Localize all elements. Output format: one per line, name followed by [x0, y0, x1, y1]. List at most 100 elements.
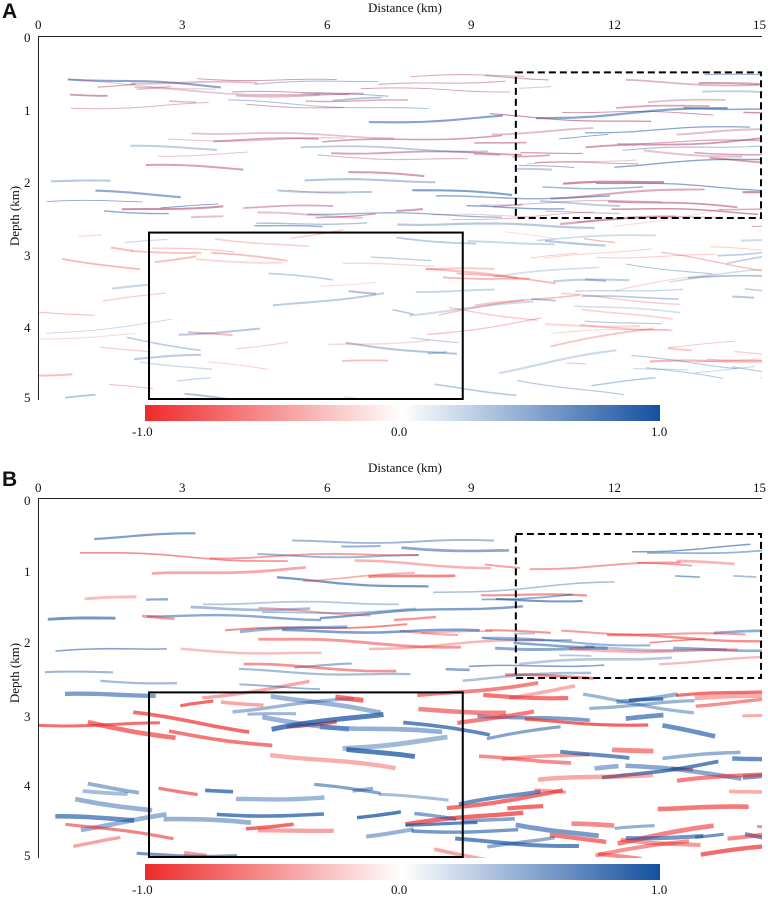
reflector-trace [257, 828, 334, 834]
reflector-trace [121, 205, 224, 211]
colorbar-mid-label: 0.0 [391, 424, 408, 439]
reflector-trace [633, 367, 689, 371]
reflector-trace [740, 239, 762, 242]
reflector-trace [466, 204, 565, 210]
reflector-trace [550, 328, 669, 334]
reflector-trace [433, 581, 615, 594]
reflector-trace [427, 317, 542, 336]
reflector-trace [257, 211, 363, 219]
reflector-trace [421, 630, 493, 634]
reflector-trace [126, 336, 201, 352]
reflector-trace [412, 189, 513, 197]
reflector-trace [519, 86, 552, 89]
reflector-trace [235, 795, 325, 802]
reflector-trace [575, 288, 684, 292]
reflector-trace [100, 679, 177, 685]
reflector-trace [408, 300, 534, 317]
reflector-trace [462, 817, 515, 824]
reflector-trace [495, 646, 608, 651]
reflector-trace [545, 323, 641, 328]
reflector-trace [455, 836, 579, 848]
reflector-trace [727, 832, 762, 841]
reflector-trace [520, 151, 583, 155]
solid-highlight-box [148, 691, 464, 858]
reflector-trace [136, 85, 172, 91]
reflector-trace [67, 78, 216, 90]
reflector-trace [661, 251, 762, 272]
reflector-trace [611, 207, 759, 216]
reflector-trace [65, 822, 174, 841]
reflector-trace [262, 607, 417, 614]
reflector-trace [84, 595, 137, 601]
reflector-trace [130, 144, 217, 151]
reflector-trace [649, 359, 762, 363]
y-tick-label: 0 [24, 493, 31, 508]
reflector-trace [687, 274, 762, 279]
reflector-trace [276, 576, 429, 588]
reflector-trace [319, 724, 443, 735]
reflector-trace [368, 114, 503, 124]
reflector-trace [482, 637, 573, 642]
reflector-trace [646, 367, 724, 379]
reflector-trace [507, 804, 544, 811]
reflector-trace [39, 373, 73, 377]
reflector-trace [140, 361, 212, 370]
reflector-trace [607, 633, 762, 643]
reflector-trace [269, 752, 396, 771]
reflector-trace [202, 600, 399, 606]
reflector-trace [341, 359, 389, 362]
reflector-trace [151, 247, 235, 253]
reflector-trace [208, 361, 268, 370]
reflector-trace [354, 559, 492, 570]
reflector-trace [44, 670, 114, 674]
reflector-trace [415, 288, 495, 294]
reflector-trace [397, 222, 595, 229]
reflector-trace [625, 833, 704, 841]
solid-highlight-box [148, 231, 464, 400]
colorbar [145, 405, 660, 421]
reflector-trace [196, 258, 283, 264]
reflector-trace [245, 822, 294, 831]
reflector-trace [443, 276, 530, 280]
reflector-trace [611, 747, 654, 754]
reflector-trace [732, 366, 762, 373]
reflector-trace [709, 246, 762, 251]
reflector-trace [433, 847, 488, 858]
reflector-trace [673, 646, 762, 653]
reflector-trace [99, 346, 152, 353]
reflector-trace [404, 810, 524, 827]
reflector-trace [584, 278, 607, 282]
reflector-trace [348, 290, 377, 295]
reflector-trace [535, 161, 639, 165]
reflector-trace [620, 837, 701, 848]
reflector-trace [246, 103, 344, 109]
dashed-highlight-box [514, 533, 762, 679]
reflector-trace [625, 712, 664, 721]
reflector-trace [342, 734, 448, 751]
reflector-trace [614, 158, 762, 168]
reflector-trace [628, 697, 664, 703]
reflector-trace [133, 353, 202, 361]
reflector-trace [744, 287, 762, 292]
x-tick-label: 15 [753, 480, 766, 495]
reflector-trace [659, 655, 762, 666]
reflector-trace [378, 792, 449, 802]
reflector-trace [545, 239, 606, 247]
reflector-trace [232, 90, 349, 96]
reflector-trace [130, 80, 258, 85]
x-tick-label: 0 [35, 17, 42, 32]
reflector-trace [438, 299, 525, 316]
reflector-trace [73, 835, 121, 849]
reflector-trace [515, 822, 599, 839]
reflector-trace [491, 127, 594, 136]
panel-b: B Distance (km) 0 3 6 9 12 15 0 1 2 3 4 … [0, 460, 768, 898]
reflector-trace [345, 341, 457, 355]
reflector-trace [657, 804, 749, 812]
reflector-trace [457, 709, 535, 726]
reflector-trace [732, 756, 762, 762]
reflector-trace [468, 664, 605, 668]
reflector-trace [474, 294, 580, 307]
reflector-trace [235, 92, 364, 98]
reflector-trace [315, 213, 376, 219]
reflector-trace [432, 213, 527, 218]
